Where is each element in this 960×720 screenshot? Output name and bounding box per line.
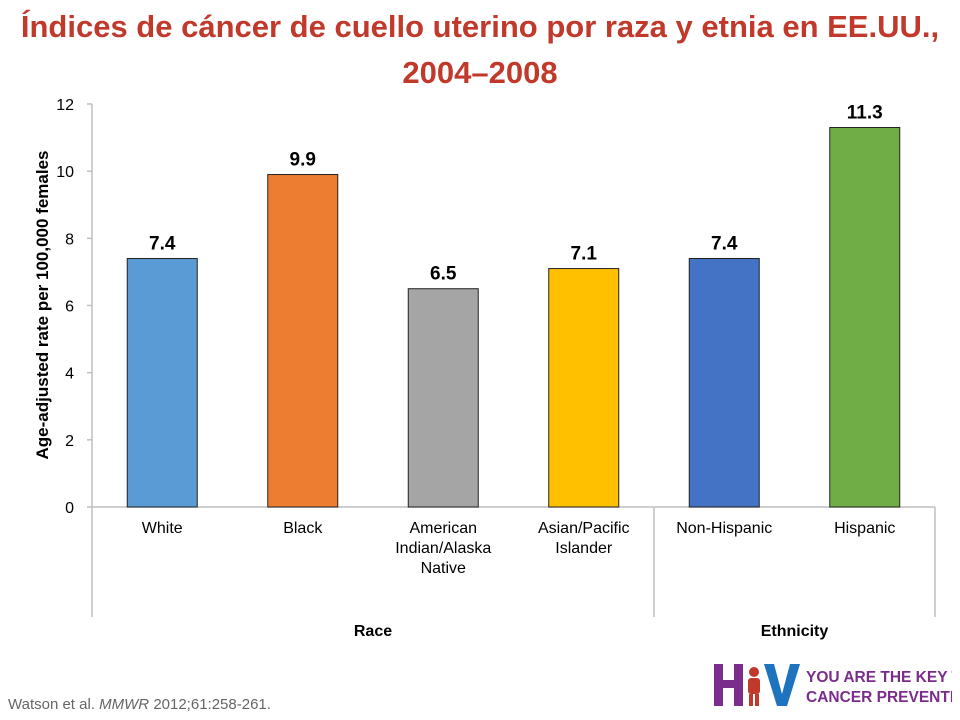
slide-title: Índices de cáncer de cuello uterino por …: [20, 9, 940, 90]
y-tick-label: 0: [65, 500, 74, 517]
citation-authors: Watson et al.: [8, 696, 95, 713]
logo-line1: YOU ARE THE KEY TO: [806, 669, 952, 686]
y-tick-label: 10: [56, 164, 74, 181]
x-category-label: Indian/Alaska: [395, 540, 491, 557]
bar-chart: 0 2 4 6 8 10 12 Age-adjusted rate per 100,000 f…: [33, 97, 936, 640]
bar-value-label: 7.4: [149, 233, 176, 254]
bar-value-label: 6.5: [430, 264, 457, 285]
bar-value-label: 7.4: [711, 233, 738, 254]
bar-value-label: 11.3: [847, 103, 883, 124]
y-tick-label: 8: [65, 231, 74, 248]
bar-non-hispanic: [688, 257, 760, 508]
citation-ref: 2012;61:258-261.: [153, 696, 271, 713]
group-label-ethnicity: Ethnicity: [761, 623, 829, 640]
x-category-label: Asian/Pacific: [538, 520, 630, 537]
group-label-race: Race: [354, 623, 392, 640]
bar-american-indian-alaska-native: [407, 288, 479, 508]
logo-line2: CANCER PREVENTION: [806, 689, 952, 706]
x-category-label: Hispanic: [834, 520, 895, 537]
citation-journal: MMWR: [99, 696, 150, 713]
y-tick-label: 12: [56, 97, 74, 114]
bar-white: [126, 257, 198, 508]
y-tick-label: 4: [65, 366, 74, 383]
x-category-label: Black: [283, 520, 323, 537]
y-tick-label: 2: [65, 433, 74, 450]
x-category-label: Islander: [555, 540, 613, 557]
x-category-label: White: [142, 520, 183, 537]
y-axis-label: Age-adjusted rate per 100,000 females: [33, 151, 52, 460]
bar-asian-pacific-islander: [548, 268, 620, 508]
bar-black: [267, 174, 339, 508]
x-category-label: Non-Hispanic: [676, 520, 772, 537]
x-category-label: Native: [421, 560, 466, 577]
hpv-mark: [714, 664, 800, 706]
x-category-label: American: [409, 520, 477, 537]
y-tick-label: 6: [65, 299, 74, 316]
hpv-logo: YOU ARE THE KEY TO CANCER PREVENTION: [714, 664, 952, 706]
bar-hispanic: [829, 127, 901, 508]
citation: Watson et al. MMWR 2012;61:258-261.: [8, 696, 271, 713]
bar-value-label: 7.1: [571, 244, 598, 265]
bar-value-label: 9.9: [290, 150, 316, 171]
